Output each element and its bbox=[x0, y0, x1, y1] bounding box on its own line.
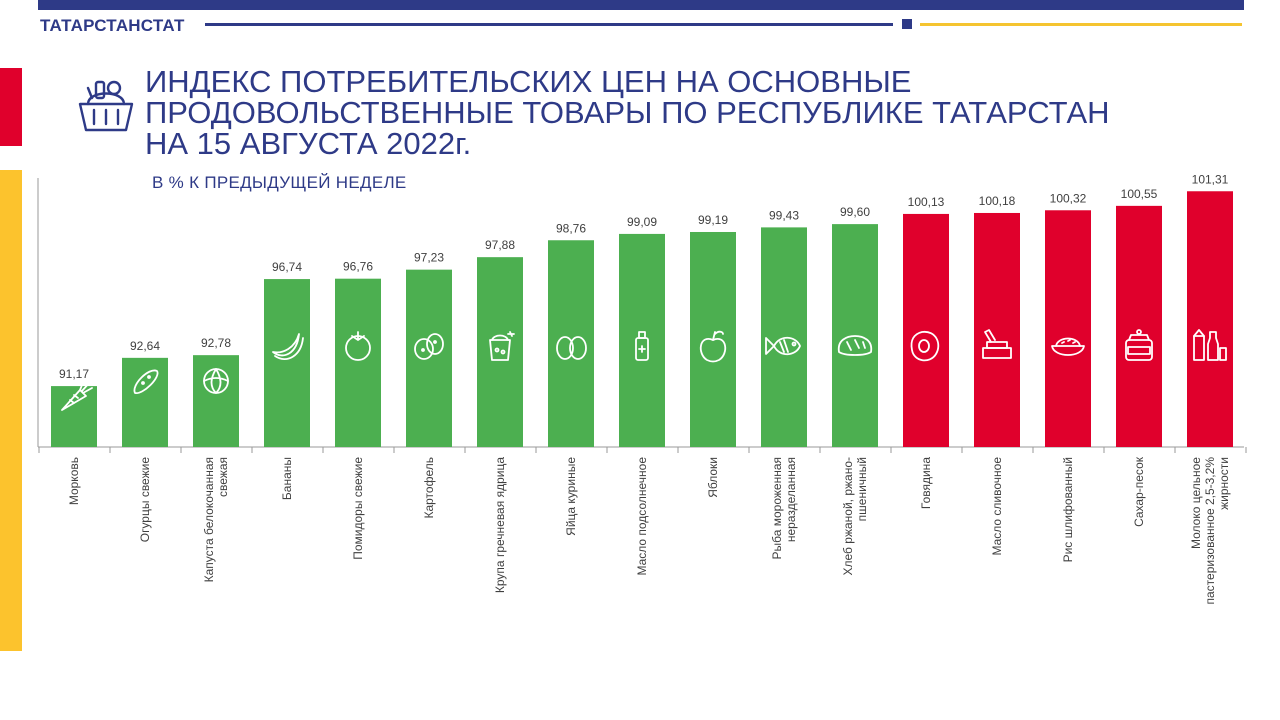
title-line: ИНДЕКС ПОТРЕБИТЕЛЬСКИХ ЦЕН НА ОСНОВНЫЕ bbox=[145, 64, 912, 99]
header-rule-square bbox=[902, 19, 912, 29]
bar-15 bbox=[1045, 210, 1091, 447]
category-label-line: Капуста белокочанная bbox=[202, 457, 216, 582]
milk-icon bbox=[1193, 329, 1227, 361]
buckwheat-icon bbox=[489, 331, 515, 361]
category-label: Огурцы свежие bbox=[138, 457, 152, 543]
category-label-line: свежая bbox=[216, 457, 230, 497]
category-label: Сахар-песок bbox=[1132, 456, 1146, 527]
bar-value-label: 96,74 bbox=[272, 260, 302, 274]
category-label-line: Молоко цельное bbox=[1189, 457, 1203, 549]
category-label-line: Яйца куриные bbox=[564, 457, 578, 536]
header-rule-yellow bbox=[920, 23, 1242, 26]
cucumber-icon bbox=[133, 369, 159, 394]
category-label: Масло сливочное bbox=[990, 457, 1004, 556]
page-title: ИНДЕКС ПОТРЕБИТЕЛЬСКИХ ЦЕН НА ОСНОВНЫЕ П… bbox=[145, 66, 1110, 159]
category-label-line: Сахар-песок bbox=[1132, 456, 1146, 527]
category-label: Молоко цельноепастеризованное 2,5-3,2%жи… bbox=[1189, 457, 1231, 605]
side-accent-red bbox=[0, 68, 22, 146]
oil-bottle-icon bbox=[635, 331, 649, 361]
title-line: НА 15 АВГУСТА 2022г. bbox=[145, 126, 472, 161]
category-label: Рис шлифованный bbox=[1061, 457, 1075, 562]
bar-7 bbox=[477, 257, 523, 447]
cabbage-icon bbox=[203, 368, 229, 394]
bar-value-label: 96,76 bbox=[343, 260, 373, 274]
bar-value-label: 100,18 bbox=[979, 194, 1016, 208]
bar-value-label: 92,78 bbox=[201, 336, 231, 350]
bar-value-label: 97,88 bbox=[485, 238, 515, 252]
bar-value-label: 99,09 bbox=[627, 215, 657, 229]
bar-value-label: 100,55 bbox=[1121, 187, 1158, 201]
org-name: ТАТАРСТАНСТАТ bbox=[40, 16, 185, 35]
carrot-icon bbox=[61, 379, 93, 411]
bar-17 bbox=[1187, 191, 1233, 447]
banana-icon bbox=[272, 333, 304, 360]
title-line: ПРОДОВОЛЬСТВЕННЫЕ ТОВАРЫ ПО РЕСПУБЛИКЕ Т… bbox=[145, 95, 1110, 130]
header-rule-blue bbox=[205, 23, 893, 26]
tomato-icon bbox=[345, 331, 371, 361]
bar-value-label: 91,17 bbox=[59, 367, 89, 381]
sugar-jar-icon bbox=[1125, 329, 1153, 361]
category-label-line: Огурцы свежие bbox=[138, 457, 152, 543]
category-label-line: неразделанная bbox=[784, 457, 798, 542]
category-label-line: Картофель bbox=[422, 457, 436, 519]
category-label-line: Масло сливочное bbox=[990, 457, 1004, 556]
grocery-basket-icon bbox=[78, 80, 134, 132]
category-label-line: пастеризованное 2,5-3,2% bbox=[1203, 457, 1217, 605]
category-label-line: Крупа гречневая ядрица bbox=[493, 457, 507, 593]
eggs-icon bbox=[556, 336, 587, 360]
bar-value-label: 101,31 bbox=[1192, 172, 1229, 186]
bar-13 bbox=[903, 213, 949, 447]
category-label-line: Помидоры свежие bbox=[351, 457, 365, 560]
category-label-line: Морковь bbox=[67, 457, 81, 505]
category-label-line: пшеничный bbox=[855, 457, 869, 521]
category-label-line: Рис шлифованный bbox=[1061, 457, 1075, 562]
potato-icon bbox=[414, 333, 444, 360]
category-label: Хлеб ржаной, ржано-пшеничный bbox=[841, 457, 869, 575]
side-accent-yellow bbox=[0, 170, 22, 651]
category-label: Крупа гречневая ядрица bbox=[493, 457, 507, 593]
top-banner-bar bbox=[38, 0, 1244, 10]
bar-value-label: 100,13 bbox=[908, 195, 945, 209]
beef-steak-icon bbox=[910, 331, 940, 362]
category-label: Масло подсолнечное bbox=[635, 457, 649, 576]
bar-9 bbox=[619, 233, 665, 447]
category-label-line: Говядина bbox=[919, 457, 933, 509]
category-label: Рыба мороженнаянеразделанная bbox=[770, 457, 798, 560]
bar-value-label: 100,32 bbox=[1050, 191, 1087, 205]
bread-icon bbox=[837, 335, 873, 356]
category-label: Картофель bbox=[422, 457, 436, 519]
category-label-line: жирности bbox=[1217, 457, 1231, 510]
bar-5 bbox=[335, 278, 381, 447]
bar-14 bbox=[974, 212, 1020, 447]
category-label-line: Бананы bbox=[280, 457, 294, 500]
bar-value-label: 92,64 bbox=[130, 339, 160, 353]
bar-value-label: 99,60 bbox=[840, 205, 870, 219]
category-label-line: Рыба мороженная bbox=[770, 457, 784, 560]
bar-value-label: 99,43 bbox=[769, 208, 799, 222]
bar-4 bbox=[264, 279, 310, 447]
category-label: Говядина bbox=[919, 457, 933, 509]
butter-icon bbox=[982, 329, 1012, 359]
category-label: Яйца куриные bbox=[564, 457, 578, 536]
bar-2 bbox=[122, 357, 168, 447]
fish-icon bbox=[765, 336, 801, 356]
rice-bowl-icon bbox=[1051, 337, 1085, 356]
category-label: Морковь bbox=[67, 457, 81, 505]
category-label-line: Хлеб ржаной, ржано- bbox=[841, 457, 855, 575]
category-label: Бананы bbox=[280, 457, 294, 500]
category-label: Яблоки bbox=[706, 457, 720, 498]
chart-subtitle: В % К ПРЕДЫДУЩЕЙ НЕДЕЛЕ bbox=[152, 173, 407, 192]
apple-icon bbox=[699, 330, 727, 363]
bar-value-label: 99,19 bbox=[698, 213, 728, 227]
category-label-line: Яблоки bbox=[706, 457, 720, 498]
bar-value-label: 98,76 bbox=[556, 221, 586, 235]
category-label: Помидоры свежие bbox=[351, 457, 365, 560]
bar-value-label: 97,23 bbox=[414, 251, 444, 265]
bar-16 bbox=[1116, 205, 1162, 447]
category-label: Капуста белокочаннаясвежая bbox=[202, 457, 230, 582]
category-label-line: Масло подсолнечное bbox=[635, 457, 649, 576]
